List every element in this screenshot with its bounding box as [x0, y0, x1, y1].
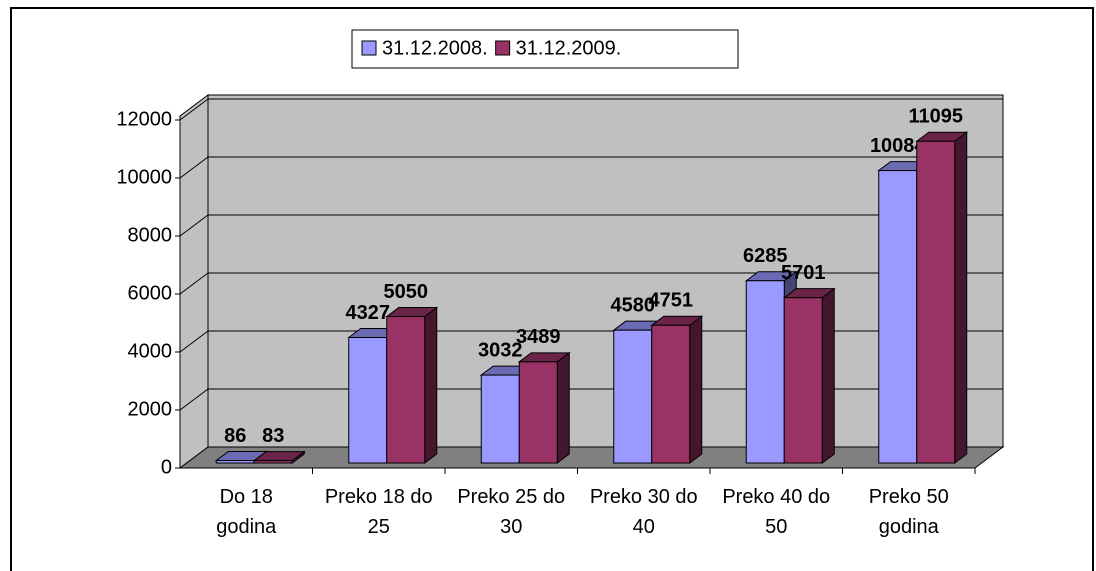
grid-line [179, 272, 209, 295]
legend-swatch [495, 40, 511, 56]
bar [386, 316, 426, 464]
x-tick-label: Preko 25 do 30 [457, 486, 566, 538]
bar-side [954, 131, 968, 464]
legend-label: 31.12.2008. [382, 37, 488, 59]
y-tick-label: 12000 [116, 108, 172, 130]
bar [348, 337, 388, 464]
bar [613, 329, 653, 464]
y-tick-label: 6000 [128, 282, 173, 304]
x-tick-label: Preko 40 do 50 [722, 486, 831, 538]
x-tick-label: Preko 18 do 25 [324, 486, 433, 538]
bar-side [689, 315, 703, 464]
bar [783, 297, 823, 464]
y-tick-label: 0 [161, 456, 172, 478]
bar [916, 140, 956, 464]
data-label: 3489 [516, 326, 561, 348]
data-label: 86 [224, 425, 246, 447]
data-label: 4580 [611, 294, 656, 316]
data-label: 6285 [743, 245, 788, 267]
bar [215, 460, 255, 464]
bar [878, 170, 918, 464]
x-tick-label: Do 18 godina [216, 486, 277, 538]
grid-line [179, 330, 209, 353]
data-label: 10084 [870, 135, 926, 157]
data-label: 4751 [649, 290, 694, 312]
data-label: 83 [262, 425, 284, 447]
bar [253, 460, 293, 464]
data-label: 5050 [384, 281, 429, 303]
y-tick-label: 10000 [116, 166, 172, 188]
bar-side [424, 306, 438, 464]
legend-box [351, 29, 739, 69]
grid-line [179, 388, 209, 411]
bar [518, 361, 558, 464]
bar [651, 324, 691, 464]
y-tick-label: 2000 [128, 398, 173, 420]
data-label: 5701 [781, 262, 826, 284]
bar [480, 374, 520, 464]
legend-swatch [361, 40, 377, 56]
back-wall [207, 94, 1004, 448]
x-tick-label: Preko 30 do 40 [589, 486, 698, 538]
legend-label: 31.12.2009. [516, 37, 622, 59]
y-tick-label: 8000 [128, 224, 173, 246]
grid-line [179, 156, 209, 179]
data-label: 11095 [908, 106, 963, 128]
grid-line [179, 98, 209, 121]
y-tick-label: 4000 [128, 340, 173, 362]
back-wall [179, 94, 209, 469]
x-tick-label: Preko 50 godina [868, 486, 949, 538]
bar-side [821, 287, 835, 464]
data-label: 3032 [478, 339, 523, 361]
data-label: 4327 [346, 302, 391, 324]
grid-line [179, 214, 209, 237]
bar-side [556, 351, 570, 464]
bar [745, 280, 785, 464]
